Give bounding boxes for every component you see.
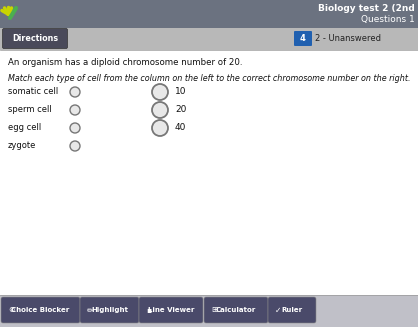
Text: Line Viewer: Line Viewer xyxy=(148,307,194,313)
FancyBboxPatch shape xyxy=(204,297,268,323)
FancyBboxPatch shape xyxy=(139,297,203,323)
FancyBboxPatch shape xyxy=(0,295,418,327)
FancyBboxPatch shape xyxy=(0,0,418,28)
Text: Ruler: Ruler xyxy=(281,307,303,313)
Circle shape xyxy=(152,84,168,100)
Circle shape xyxy=(70,141,80,151)
Text: 10: 10 xyxy=(175,88,186,96)
Text: Biology test 2 (2nd: Biology test 2 (2nd xyxy=(318,4,415,13)
Text: ✏: ✏ xyxy=(87,305,93,315)
Text: Highlight: Highlight xyxy=(91,307,128,313)
FancyBboxPatch shape xyxy=(0,50,418,295)
Text: ⊘: ⊘ xyxy=(8,305,14,315)
Text: sperm cell: sperm cell xyxy=(8,106,52,114)
FancyBboxPatch shape xyxy=(1,297,80,323)
Circle shape xyxy=(70,87,80,97)
Text: Questions 1: Questions 1 xyxy=(361,15,415,24)
Circle shape xyxy=(152,120,168,136)
Text: 4: 4 xyxy=(300,34,306,43)
Text: ▪: ▪ xyxy=(146,305,152,315)
Text: 40: 40 xyxy=(175,124,186,132)
FancyBboxPatch shape xyxy=(294,31,312,46)
Text: egg cell: egg cell xyxy=(8,124,41,132)
Text: ✓: ✓ xyxy=(275,305,281,315)
FancyBboxPatch shape xyxy=(3,28,67,48)
Text: 20: 20 xyxy=(175,106,186,114)
Circle shape xyxy=(70,105,80,115)
FancyBboxPatch shape xyxy=(268,297,316,323)
Circle shape xyxy=(152,102,168,118)
FancyBboxPatch shape xyxy=(0,28,418,50)
Text: Directions: Directions xyxy=(12,34,58,43)
Text: Choice Blocker: Choice Blocker xyxy=(11,307,70,313)
Text: 2 - Unanswered: 2 - Unanswered xyxy=(315,34,381,43)
Text: somatic cell: somatic cell xyxy=(8,88,58,96)
Text: zygote: zygote xyxy=(8,142,36,150)
Text: Calculator: Calculator xyxy=(216,307,256,313)
Text: Match each type of cell from the column on the left to the correct chromosome nu: Match each type of cell from the column … xyxy=(8,74,410,83)
Circle shape xyxy=(70,123,80,133)
FancyBboxPatch shape xyxy=(80,297,139,323)
Text: An organism has a diploid chromosome number of 20.: An organism has a diploid chromosome num… xyxy=(8,58,242,67)
Text: ⊞: ⊞ xyxy=(211,305,217,315)
